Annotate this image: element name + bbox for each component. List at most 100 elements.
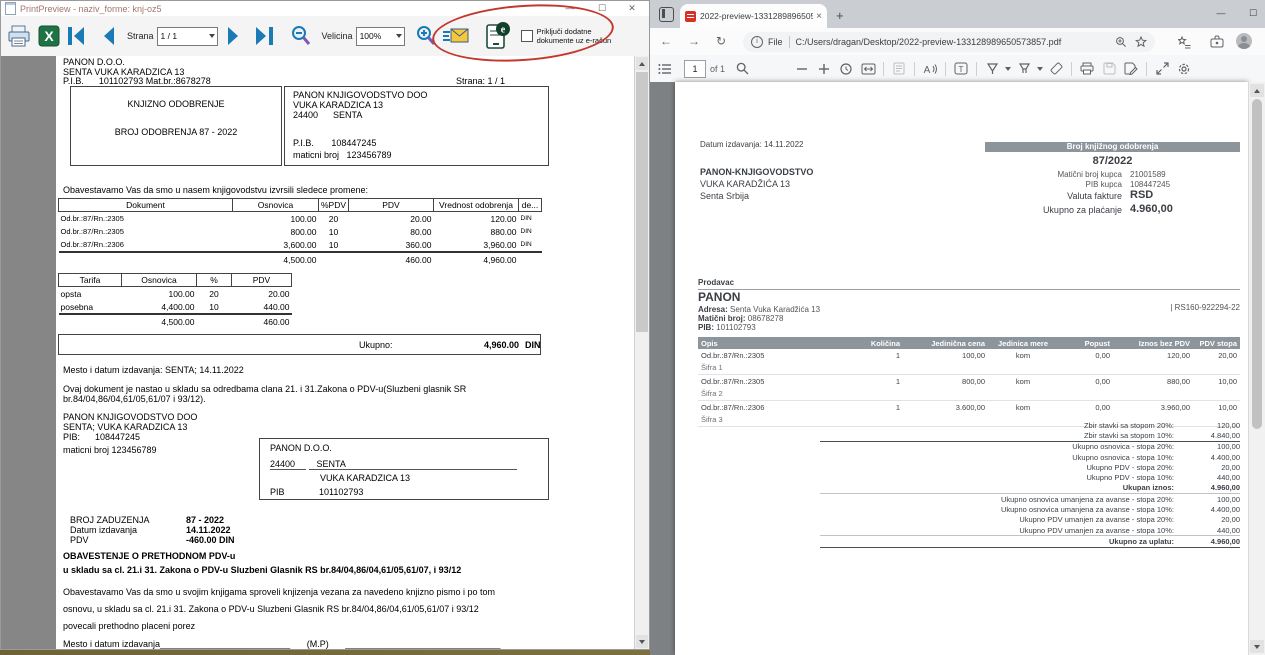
signature-caption: Odgovorno lice [356, 648, 417, 649]
pdf-tab[interactable]: 2022-preview-13312898965057 × [680, 4, 827, 28]
pdf-pib-label: PIB: [698, 323, 714, 332]
scrollbar-thumb[interactable] [636, 72, 648, 332]
pdf-field-value: 108447245 [1130, 180, 1171, 189]
document-page: PANON D.O.O. SENTA VUKA KARADZICA 13 P.I… [56, 56, 637, 649]
signature-mp: (M.P) [306, 639, 329, 649]
maximize-button[interactable]: ☐ [1248, 8, 1258, 18]
attach-checkbox-label: Priključi dodatne dokumente uz e-račun [536, 27, 612, 45]
favorites-star-icon[interactable] [1135, 36, 1147, 48]
zoom-out-button[interactable] [286, 20, 316, 52]
last-page-button[interactable] [248, 20, 278, 52]
new-tab-button[interactable]: + [836, 8, 844, 23]
pdf-field-value: RSD [1130, 189, 1154, 201]
favorites-bar-icon[interactable] [1178, 36, 1191, 49]
fullscreen-icon[interactable] [1151, 58, 1173, 80]
zoom-page-icon[interactable] [1115, 36, 1127, 48]
credit-note-number: BROJ ODOBRENJA 87 - 2022 [114, 127, 238, 137]
maximize-button[interactable]: ☐ [597, 3, 607, 13]
excel-export-button[interactable]: X [34, 20, 64, 52]
refresh-icon[interactable]: ↻ [716, 34, 727, 48]
pdf-field-label: Valuta fakture [1067, 191, 1122, 201]
browser-essentials-icon[interactable] [1210, 35, 1224, 48]
credit-note-title: KNJIZNO ODOBRENJE [127, 99, 225, 109]
pdf-field-label: Matični broj kupca [1057, 170, 1122, 179]
size-combobox[interactable]: 100% [355, 26, 405, 46]
highlight-dropdown-icon[interactable] [1037, 66, 1044, 71]
einvoice-button[interactable]: e [483, 20, 513, 52]
draw-dropdown-icon[interactable] [1005, 66, 1012, 71]
print-icon[interactable] [1076, 58, 1098, 80]
buyer-name: PANON D.O.O. [270, 443, 332, 453]
zoom-out-icon[interactable] [791, 58, 813, 80]
add-text-icon[interactable]: T [950, 58, 972, 80]
zoom-reset-icon[interactable] [835, 58, 857, 80]
doc-company-street: SENTA VUKA KARADZICA 13 [63, 67, 185, 77]
page-combobox-value: 1 / 1 [160, 31, 178, 41]
back-icon[interactable]: ← [660, 34, 672, 48]
pdf-page: Datum izdavanja: 14.11.2022 Broj knjižno… [675, 82, 1248, 655]
tab-bar: 2022-preview-13312898965057 × + — ☐ [650, 0, 1265, 28]
pdf-file-icon [685, 10, 696, 22]
recipient-city: 24400 SENTA [293, 110, 363, 120]
erase-icon[interactable] [1045, 58, 1067, 80]
profile-avatar[interactable] [1236, 33, 1252, 49]
total-label: Ukupno: [359, 340, 393, 350]
zoom-in-button[interactable] [411, 20, 441, 52]
page-number-input[interactable] [684, 59, 706, 78]
first-page-button[interactable] [64, 20, 94, 52]
chevron-down-icon [208, 33, 215, 38]
page-combobox[interactable]: 1 / 1 [156, 26, 218, 46]
doc-legal-1: Ovaj dokument je nastao u skladu sa odre… [63, 384, 467, 394]
info-icon[interactable]: i [751, 36, 763, 48]
toolbar: X Strana 1 / 1 Velicina 100% [1, 16, 649, 57]
col-osnovica: Osnovica [121, 273, 197, 287]
url-field[interactable]: i File C:/Users/dragan/Desktop/2022-prev… [743, 32, 1155, 52]
toc-icon[interactable] [654, 58, 676, 80]
buyer-pib-label: PIB [270, 487, 285, 497]
col-jedinica-mere: Jedinica mere [988, 337, 1058, 349]
minimize-button[interactable]: — [565, 3, 575, 13]
scroll-up-icon[interactable] [636, 57, 648, 70]
pdf-scrollbar[interactable] [1248, 82, 1265, 655]
total-box: Ukupno: 4,960.00 DIN [58, 334, 541, 355]
charge-value-3: -460.00 DIN [186, 535, 235, 545]
scroll-up-icon[interactable] [1250, 84, 1264, 97]
forward-icon[interactable]: → [688, 34, 700, 48]
fit-width-icon[interactable] [857, 58, 879, 80]
tab-title: 2022-preview-13312898965057 [700, 11, 814, 21]
settings-icon[interactable] [1173, 58, 1195, 80]
buyer-pib-value: 101102793 [319, 487, 364, 497]
tab-actions-icon[interactable] [659, 7, 674, 22]
scrollbar-thumb[interactable] [1252, 99, 1262, 429]
total-currency: DIN [525, 340, 541, 350]
close-button[interactable]: ✕ [628, 3, 636, 13]
minimize-button[interactable]: — [1216, 8, 1226, 18]
pdf-number: 87/2022 [1092, 155, 1133, 167]
col-pdv: PDV [348, 198, 434, 212]
zoom-in-icon[interactable] [813, 58, 835, 80]
read-aloud-icon[interactable]: A [919, 58, 941, 80]
col-popust: Popust [1058, 337, 1113, 349]
save-as-icon[interactable] [1120, 58, 1142, 80]
zoom-in-icon [416, 26, 435, 45]
charge-value-2: 14.11.2022 [186, 525, 231, 535]
pdf-field-label: Ukupno za plaćanje [1042, 205, 1122, 215]
print-button[interactable] [4, 20, 34, 52]
highlight-icon[interactable] [1013, 58, 1035, 80]
scroll-down-icon[interactable] [636, 635, 648, 648]
issuer-pib: PIB: 108447245 [63, 432, 141, 442]
scroll-down-icon[interactable] [1250, 640, 1264, 653]
document-scrollbar[interactable] [634, 56, 649, 649]
draw-icon[interactable] [981, 58, 1003, 80]
recipient-pib: P.I.B. 108447245 [293, 138, 377, 148]
search-icon[interactable] [731, 58, 753, 80]
recipient-reg: maticni broj 123456789 [293, 150, 392, 160]
tab-close-icon[interactable]: × [816, 10, 822, 22]
prev-page-button[interactable] [94, 20, 124, 52]
signature-line: _______________________________ [345, 639, 501, 649]
email-send-button[interactable] [441, 20, 471, 52]
next-page-button[interactable] [218, 20, 248, 52]
buyer-zip: 24400 [270, 459, 306, 470]
printpreview-window: PrintPreview - naziv_forme: knj-oz5 — ☐ … [0, 0, 650, 650]
attach-checkbox[interactable] [520, 30, 533, 42]
